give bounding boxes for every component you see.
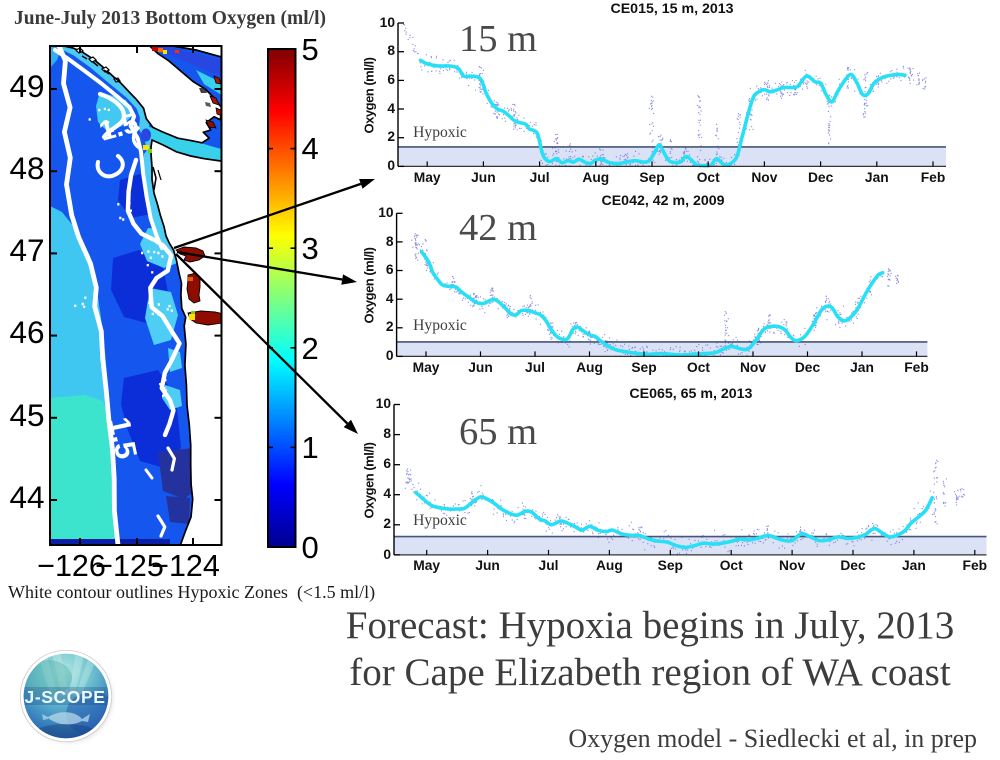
svg-text:J-SCOPE: J-SCOPE [24,687,105,707]
